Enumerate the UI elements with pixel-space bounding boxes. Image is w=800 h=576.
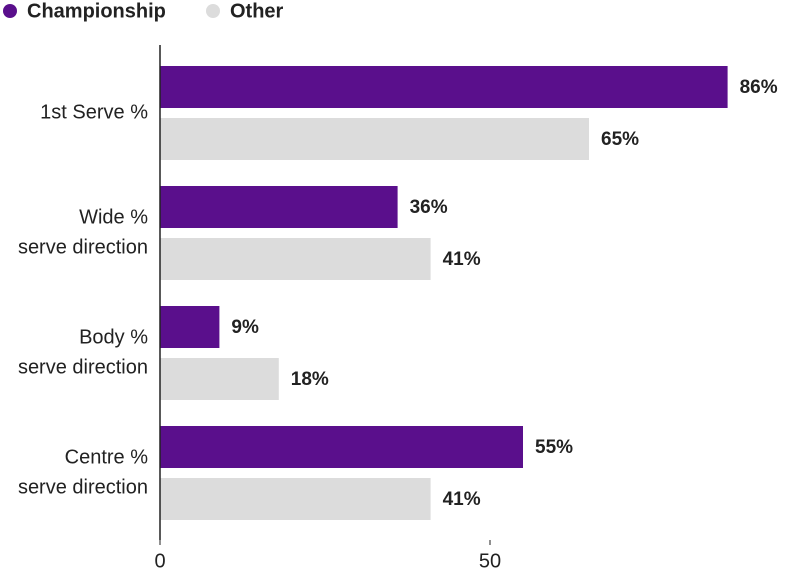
value-label: 18% xyxy=(291,369,329,390)
category-label: Body % xyxy=(79,326,148,348)
bar xyxy=(160,118,589,160)
category-label: Centre % xyxy=(65,446,149,468)
bar xyxy=(160,426,523,468)
bar xyxy=(160,358,279,400)
value-label: 41% xyxy=(443,489,481,510)
value-label: 86% xyxy=(740,77,778,98)
legend-label: Other xyxy=(230,0,284,22)
category-label: 1st Serve % xyxy=(40,101,148,123)
category-label: serve direction xyxy=(18,356,148,378)
legend-label: Championship xyxy=(27,0,166,22)
bar xyxy=(160,306,220,348)
legend-marker xyxy=(206,4,220,18)
value-label: 41% xyxy=(443,249,481,270)
bar xyxy=(160,238,431,280)
category-label: Wide % xyxy=(79,206,148,228)
category-label: serve direction xyxy=(18,236,148,258)
value-label: 36% xyxy=(410,197,448,218)
value-label: 9% xyxy=(231,317,259,338)
x-tick-label: 0 xyxy=(154,550,165,572)
bar xyxy=(160,186,398,228)
x-tick-label: 50 xyxy=(479,550,501,572)
bar xyxy=(160,478,431,520)
value-label: 55% xyxy=(535,437,573,458)
value-label: 65% xyxy=(601,129,639,150)
category-label: serve direction xyxy=(18,476,148,498)
bar xyxy=(160,66,728,108)
legend-marker xyxy=(3,4,17,18)
